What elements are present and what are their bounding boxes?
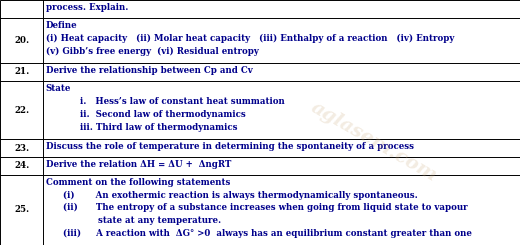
Text: 20.: 20. (14, 36, 29, 45)
Text: (v) Gibb’s free energy  (vi) Residual entropy: (v) Gibb’s free energy (vi) Residual ent… (46, 47, 258, 56)
Text: (ii)      The entropy of a substance increases when going from liquid state to v: (ii) The entropy of a substance increase… (63, 203, 467, 212)
Text: (i) Heat capacity   (ii) Molar heat capacity   (iii) Enthalpy of a reaction   (i: (i) Heat capacity (ii) Molar heat capaci… (46, 34, 454, 43)
Text: Derive the relationship between Cp and Cv: Derive the relationship between Cp and C… (46, 65, 253, 74)
Text: aglasem.com: aglasem.com (308, 99, 440, 185)
Text: State: State (46, 84, 71, 93)
Text: 22.: 22. (14, 106, 29, 114)
Text: Define: Define (46, 21, 77, 30)
Text: state at any temperature.: state at any temperature. (98, 216, 221, 225)
Text: Derive the relation ΔH = ΔU +  ΔngRT: Derive the relation ΔH = ΔU + ΔngRT (46, 159, 231, 169)
Text: (i)       An exothermic reaction is always thermodynamically spontaneous.: (i) An exothermic reaction is always the… (63, 191, 418, 200)
Text: (iii)     A reaction with  ΔG° >0  always has an equilibrium constant greater th: (iii) A reaction with ΔG° >0 always has … (63, 229, 472, 238)
Text: Comment on the following statements: Comment on the following statements (46, 178, 230, 187)
Text: 24.: 24. (14, 161, 29, 170)
Text: i.   Hess’s law of constant heat summation: i. Hess’s law of constant heat summation (80, 97, 284, 106)
Text: 25.: 25. (14, 205, 29, 214)
Text: 21.: 21. (14, 67, 29, 76)
Text: iii. Third law of thermodynamics: iii. Third law of thermodynamics (80, 123, 237, 132)
Text: 23.: 23. (14, 144, 29, 153)
Text: ii.  Second law of thermodynamics: ii. Second law of thermodynamics (80, 110, 245, 119)
Text: Discuss the role of temperature in determining the spontaneity of a process: Discuss the role of temperature in deter… (46, 142, 414, 151)
Text: process. Explain.: process. Explain. (46, 2, 128, 12)
